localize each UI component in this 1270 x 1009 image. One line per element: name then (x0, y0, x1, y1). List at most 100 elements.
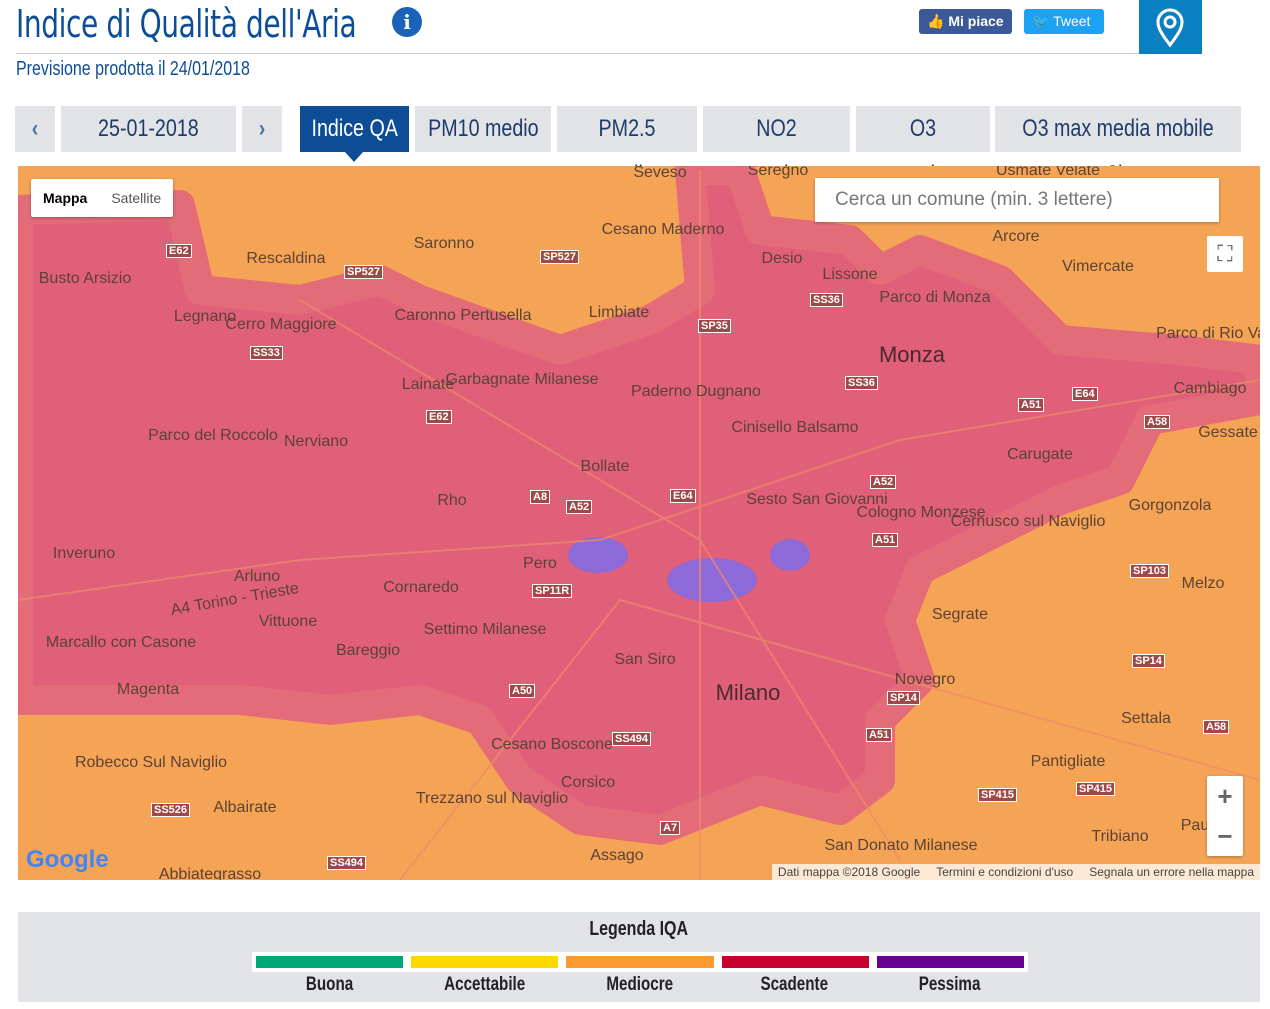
forecast-date: Previsione prodotta il 24/01/2018 (16, 58, 250, 80)
road-shield: SP415 (978, 788, 1018, 802)
map-place-label: Melzo (1181, 575, 1225, 592)
search-municipality-input[interactable]: Cerca un comune (min. 3 lettere) (815, 178, 1219, 222)
map-place-label: Tribiano (1091, 828, 1149, 845)
chevron-right-icon: › (258, 115, 266, 142)
twitter-bird-icon: 🐦 (1032, 13, 1050, 29)
map-place-label: Cologno Monzese (856, 504, 986, 521)
road-shield: SS526 (151, 803, 191, 817)
road-shield: E64 (670, 489, 696, 503)
legend-label: Pessima (918, 974, 981, 995)
map-place-label: Trezzano sul Naviglio (415, 790, 569, 807)
tab-pm10[interactable]: PM10 medio (415, 106, 551, 152)
pessima-zone (770, 539, 810, 571)
map-place-label: Cinisello Balsamo (731, 419, 859, 436)
map-place-label: Parco di Monza (879, 289, 991, 306)
location-pin-icon (1156, 8, 1184, 48)
map-place-label: Vimercate (1062, 258, 1134, 275)
map-place-label: Cesano Boscone (491, 736, 613, 753)
tweet-button[interactable]: 🐦 Tweet (1024, 9, 1104, 34)
legend-label: Scadente (760, 974, 829, 995)
map-place-label: Arcore (992, 228, 1040, 245)
next-date-button[interactable]: › (242, 106, 282, 152)
map-type-mappa[interactable]: Mappa (43, 190, 88, 206)
location-pin-button[interactable] (1139, 0, 1202, 54)
road-shield: SP527 (540, 250, 580, 264)
map[interactable]: Seveso Seregno Usmate Velate Cesano Maderno… (18, 166, 1260, 880)
map-place-label: Bollate (580, 458, 630, 475)
map-place-label: Novegro (894, 671, 956, 688)
map-place-label: Legnano (173, 308, 237, 325)
map-place-label: Gorgonzola (1128, 497, 1212, 514)
fullscreen-icon[interactable]: ⛶ (1207, 236, 1243, 272)
legend-bar-pessima (876, 956, 1025, 968)
road-shield: E62 (166, 244, 192, 258)
road-shield: SS494 (612, 732, 652, 746)
map-place-label: Paderno Dugnano (631, 383, 761, 400)
legend: Legenda IQA Buona Accettabile Mediocre S… (18, 912, 1260, 1002)
chevron-left-icon: ‹ (31, 115, 39, 142)
map-place-label: Sesto San Giovanni (746, 491, 888, 508)
map-place-label: San Donato Milanese (824, 837, 978, 854)
legend-label: Accettabile (443, 974, 526, 995)
map-place-label: Caronno Pertusella (394, 307, 532, 324)
prev-date-button[interactable]: ‹ (15, 106, 55, 152)
map-place-label: Cornaredo (383, 579, 459, 596)
legend-bar-buona (256, 956, 404, 968)
pessima-zone (667, 558, 757, 602)
report-error-link[interactable]: Segnala un errore nella mappa (1089, 865, 1254, 879)
tab-no2[interactable]: NO2 massimo (703, 106, 850, 188)
map-place-label: Pantigliate (1030, 753, 1106, 770)
map-place-label: Segrate (931, 606, 989, 623)
facebook-like-button[interactable]: 👍 Mi piace (919, 9, 1012, 34)
map-type-control: Mappa Satellite (31, 179, 174, 217)
road-shield: SS494 (327, 856, 367, 870)
map-place-label: Seveso (633, 166, 687, 181)
map-place-label: Arluno (233, 568, 281, 585)
road-shield: E62 (426, 410, 452, 424)
tab-pm25[interactable]: PM2.5 medio (557, 106, 697, 188)
map-place-label: Assago (590, 847, 644, 864)
map-place-label: Desio (761, 250, 803, 267)
map-place-label: Garbagnate Milanese (445, 371, 599, 388)
map-place-label: Lainate (401, 376, 455, 393)
legend-bar-accettabile (411, 956, 559, 968)
map-place-label: Usmate Velate (995, 166, 1101, 179)
map-place-label: Saronno (413, 235, 475, 252)
road-shield: A52 (870, 475, 897, 489)
tab-o3-8h[interactable]: O3 max media mobile 8h (995, 106, 1241, 188)
date-display: 25-01-2018 (61, 106, 236, 152)
info-icon[interactable]: i (392, 7, 422, 37)
map-type-satellite[interactable]: Satellite (111, 190, 162, 206)
terms-link[interactable]: Termini e condizioni d'uso (936, 865, 1074, 879)
map-place-label: Rho (437, 492, 467, 509)
map-place-label: Bareggio (335, 642, 401, 659)
road-shield: A50 (509, 684, 536, 698)
map-place-label: Settala (1121, 710, 1171, 727)
road-shield: A51 (866, 728, 893, 742)
road-shield: SP11R (532, 584, 573, 598)
road-shield: E64 (1072, 387, 1098, 401)
tab-indice-qa[interactable]: Indice QA (300, 106, 409, 152)
road-shield: A52 (566, 500, 593, 514)
map-attribution: Dati mappa ©2018 Google Termini e condiz… (771, 864, 1260, 880)
map-place-label: Vittuone (258, 613, 318, 630)
map-place-label: Marcallo con Casone (45, 634, 197, 651)
map-place-label: Cambiago (1173, 380, 1247, 397)
divider (16, 53, 1140, 54)
pessima-zone (568, 537, 628, 573)
zoom-out-button[interactable]: − (1217, 821, 1233, 851)
zoom-in-button[interactable]: + (1217, 781, 1233, 811)
like-label: Mi piace (948, 13, 1004, 29)
road-shield: A58 (1144, 415, 1171, 429)
map-place-label: San Siro (614, 651, 676, 668)
map-place-label: Seregno (747, 166, 809, 179)
road-shield: SS36 (845, 376, 878, 390)
map-place-label: Magenta (116, 681, 180, 698)
map-place-label: Carugate (1007, 446, 1073, 463)
map-place-label: Limbiate (588, 304, 650, 321)
thumbs-up-icon: 👍 (927, 13, 945, 29)
road-shield: A51 (1018, 398, 1045, 412)
active-tab-caret (345, 152, 363, 162)
tab-o3[interactable]: O3 massimo (856, 106, 990, 188)
map-place-label: Albairate (213, 799, 277, 816)
